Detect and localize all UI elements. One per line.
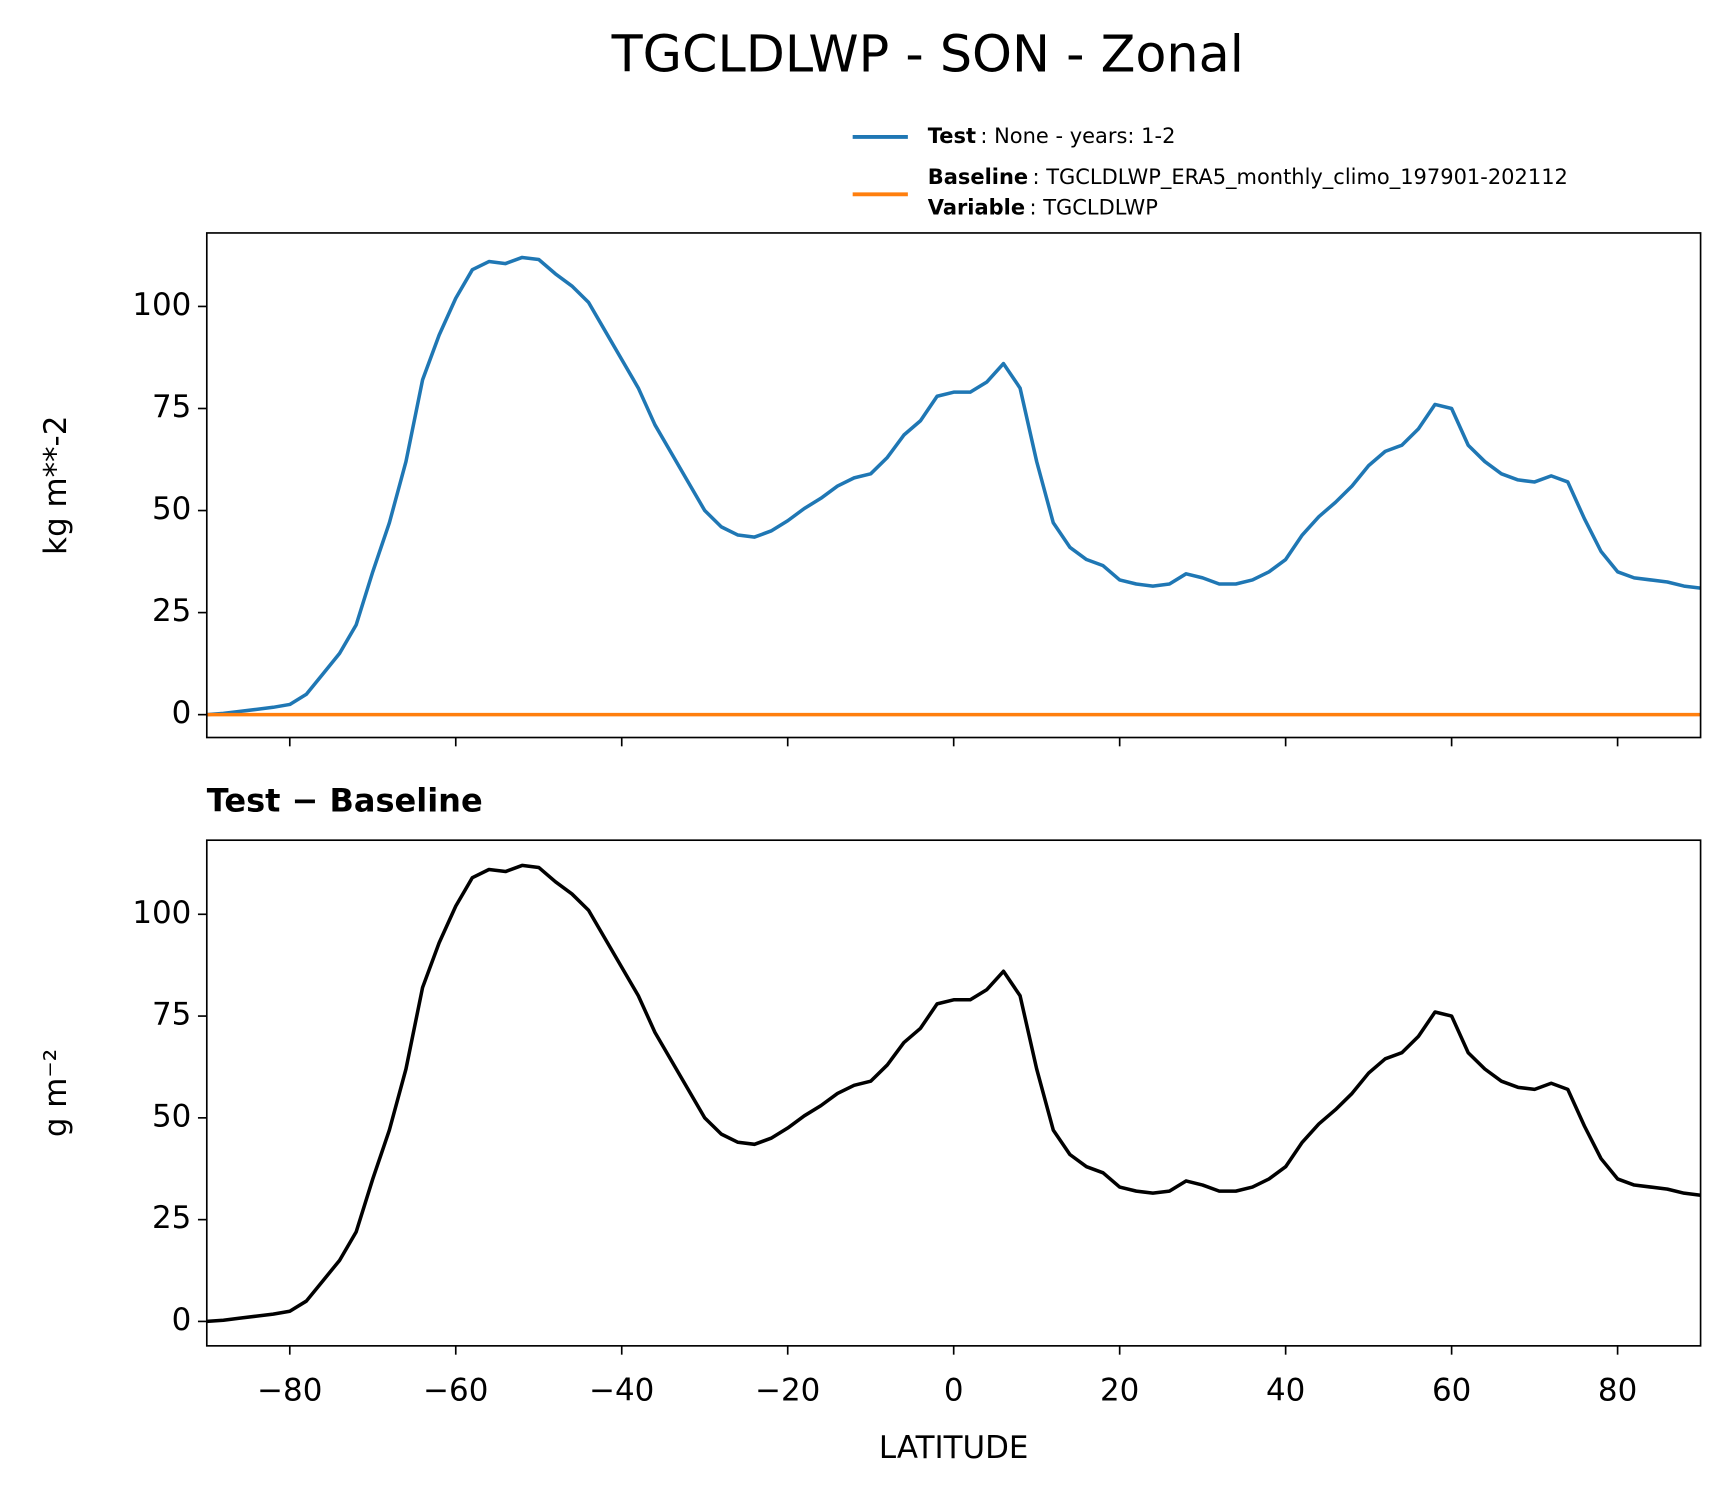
x-tick-label: 60 — [1432, 1373, 1471, 1409]
y-tick-label: 0 — [172, 1302, 192, 1338]
legend-entry: Baseline: TGCLDLWP_ERA5_monthly_climo_19… — [928, 165, 1568, 190]
y-tick-label: 50 — [152, 491, 191, 527]
legend-name: Baseline — [928, 165, 1028, 189]
data-line — [206, 863, 1701, 1324]
legend-detail: : None - years: 1-2 — [980, 124, 1175, 148]
x-axis-label: LATITUDE — [879, 1430, 1028, 1466]
y-tick-label: 75 — [152, 997, 191, 1033]
y-tick-label: 0 — [172, 695, 192, 731]
legend-entry: Variable: TGCLDLWP — [928, 196, 1158, 220]
y-tick-label: 25 — [152, 1200, 191, 1236]
plot-frame — [205, 839, 1702, 1347]
legend-name: Variable — [928, 196, 1025, 220]
x-tick-label: −40 — [589, 1373, 654, 1409]
x-tick-label: −60 — [423, 1373, 488, 1409]
y-axis-label: g m⁻² — [38, 1049, 74, 1137]
legend-name: Test — [928, 124, 976, 148]
legend-detail: : TGCLDLWP — [1030, 196, 1158, 220]
plot-frame — [205, 232, 1702, 739]
figure-title: TGCLDLWP - SON - Zonal — [611, 24, 1244, 83]
y-tick-label: 100 — [132, 895, 191, 931]
legend-entry: Test: None - years: 1-2 — [928, 124, 1176, 148]
x-tick-label: −80 — [257, 1373, 322, 1409]
panel-title: Test − Baseline — [207, 782, 483, 820]
y-axis-label: kg m**-2 — [38, 416, 74, 555]
x-tick-label: 80 — [1598, 1373, 1637, 1409]
x-tick-label: 40 — [1266, 1373, 1305, 1409]
legend-detail: : TGCLDLWP_ERA5_monthly_climo_197901-202… — [1033, 165, 1568, 190]
y-tick-label: 100 — [132, 287, 191, 323]
data-line — [206, 255, 1701, 717]
y-tick-label: 75 — [152, 389, 191, 425]
x-tick-label: 20 — [1100, 1373, 1139, 1409]
x-tick-label: 0 — [944, 1373, 964, 1409]
y-tick-label: 25 — [152, 593, 191, 629]
y-tick-label: 50 — [152, 1098, 191, 1134]
x-tick-label: −20 — [755, 1373, 820, 1409]
